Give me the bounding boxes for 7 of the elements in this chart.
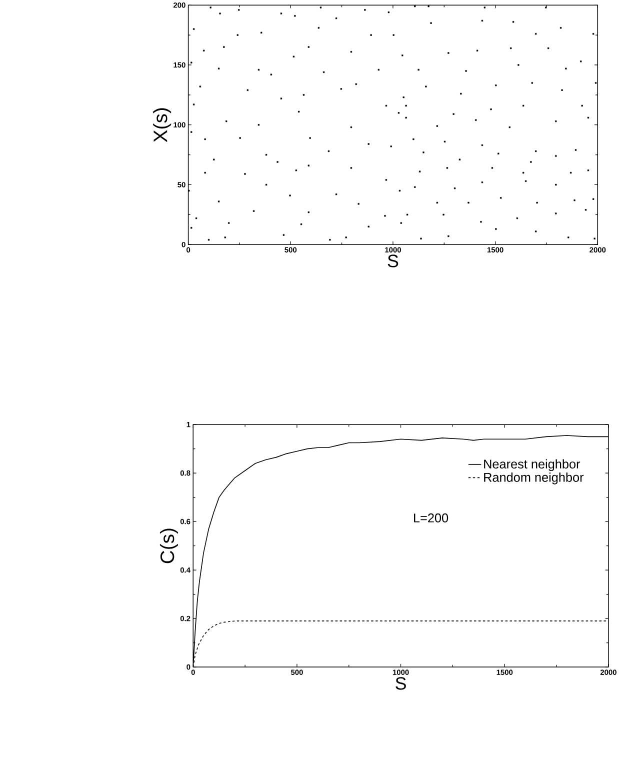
- annotation: L=200: [414, 513, 448, 522]
- y-axis-title: X(s): [152, 108, 171, 142]
- legend-label: Random neighbor: [484, 472, 584, 484]
- x-axis-title: S: [396, 677, 406, 690]
- legend-label: Nearest neighbor: [484, 459, 580, 472]
- y-axis-title: C(s): [160, 528, 178, 564]
- x-axis-title: S: [388, 254, 398, 268]
